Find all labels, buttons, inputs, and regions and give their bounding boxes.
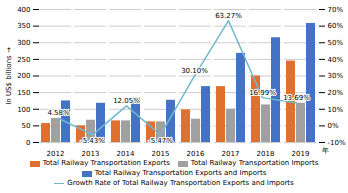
- svg-text:4.58%: 4.58%: [47, 109, 70, 117]
- svg-text:-5.43%: -5.43%: [80, 137, 105, 145]
- html-text:Growth Rate of Total Railway T: Growth Rate of Total Railway Transportat…: [67, 179, 294, 187]
- svg-text:In US$ billions →: In US$ billions →: [5, 47, 13, 105]
- svg-text:-5.47%: -5.47%: [148, 137, 173, 145]
- svg-text:20%: 20%: [328, 89, 344, 97]
- svg-text:300: 300: [17, 39, 30, 47]
- svg-text:年: 年: [322, 147, 329, 155]
- svg-text:60%: 60%: [328, 22, 344, 30]
- svg-text:10%: 10%: [328, 105, 344, 113]
- svg-text:0%: 0%: [328, 122, 339, 130]
- svg-text:250: 250: [17, 56, 30, 64]
- svg-text:2013: 2013: [82, 150, 100, 158]
- svg-text:200: 200: [17, 72, 30, 80]
- svg-text:2016: 2016: [187, 150, 205, 158]
- svg-text:63.27%: 63.27%: [215, 12, 242, 20]
- svg-text:70%: 70%: [328, 6, 344, 14]
- svg-text:100: 100: [17, 105, 30, 113]
- svg-text:150: 150: [17, 89, 30, 97]
- svg-text:50: 50: [22, 122, 31, 130]
- html-text:Total Railway Transportation I: Total Railway Transportation Imports: [190, 159, 319, 167]
- svg-text:400: 400: [17, 6, 30, 14]
- svg-text:350: 350: [17, 22, 30, 30]
- svg-text:40%: 40%: [328, 56, 344, 64]
- svg-text:16.99%: 16.99%: [249, 89, 276, 97]
- svg-text:13.69%: 13.69%: [283, 94, 310, 102]
- svg-text:0: 0: [26, 139, 30, 147]
- svg-text:2018: 2018: [257, 150, 275, 158]
- svg-text:12.05%: 12.05%: [113, 97, 140, 105]
- svg-text:50%: 50%: [328, 39, 344, 47]
- svg-text:30.10%: 30.10%: [181, 67, 208, 75]
- svg-text:30%: 30%: [328, 72, 344, 80]
- html-text:Total Railway Transportation E: Total Railway Transportation Exports: [42, 159, 170, 167]
- html-text:Total Railway Transportation E: Total Railway Transportation Exports and…: [94, 169, 267, 177]
- svg-text:2015: 2015: [152, 150, 170, 158]
- svg-text:2019: 2019: [292, 150, 310, 158]
- svg-text:2012: 2012: [47, 150, 65, 158]
- svg-text:2017: 2017: [222, 150, 240, 158]
- svg-text:-10%: -10%: [328, 139, 346, 147]
- svg-text:2014: 2014: [117, 150, 135, 158]
